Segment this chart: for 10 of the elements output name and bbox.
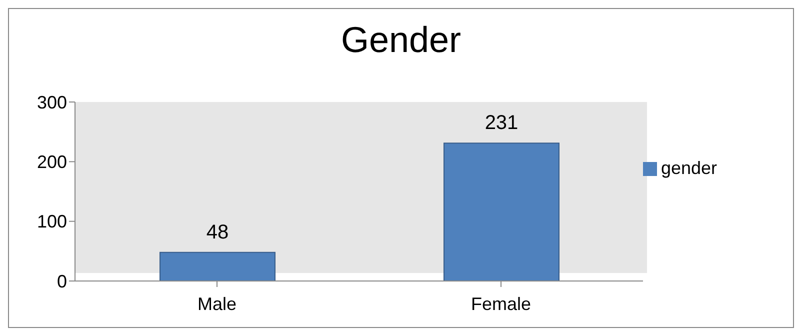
y-tick-label: 200 <box>36 152 67 172</box>
data-label: 48 <box>206 221 229 244</box>
chart-title: Gender <box>340 19 462 61</box>
legend-label: gender <box>661 158 718 178</box>
y-tick-label: 300 <box>36 92 67 112</box>
data-label: 231 <box>484 112 518 134</box>
x-tick-label: Female <box>470 294 532 314</box>
y-tick-label: 100 <box>36 212 67 232</box>
x-tick-label: Male <box>197 294 237 314</box>
y-tick-label: 0 <box>56 271 67 292</box>
